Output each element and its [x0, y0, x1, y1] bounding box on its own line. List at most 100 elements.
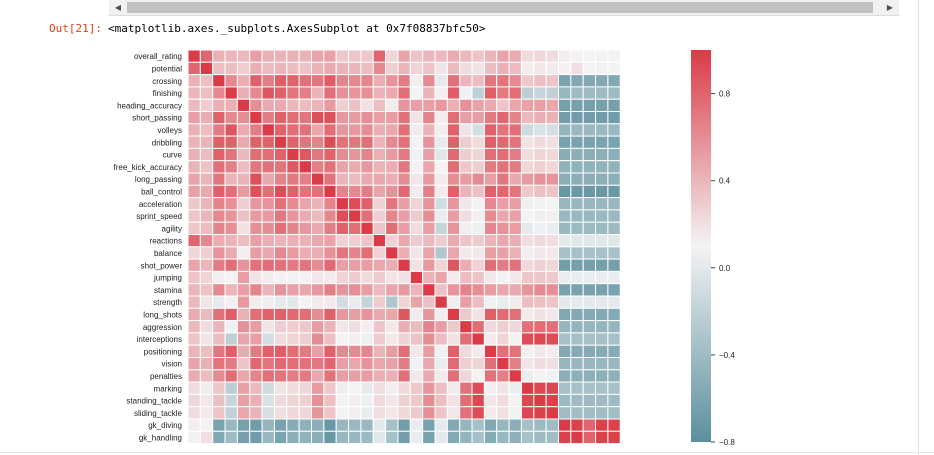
heatmap-cell — [236, 221, 251, 235]
heatmap-cell — [199, 369, 214, 383]
heatmap-cell — [483, 295, 498, 309]
heatmap-cell — [422, 147, 436, 162]
heatmap-cell — [582, 270, 597, 285]
right-arrow-icon[interactable]: ▶ — [886, 3, 894, 12]
heatmap-cell — [471, 123, 485, 137]
heatmap-cell — [323, 61, 337, 76]
heatmap-cell — [483, 246, 498, 260]
heatmap-cell — [286, 295, 300, 309]
heatmap-cell — [422, 98, 436, 112]
heatmap-cell — [607, 393, 621, 408]
heatmap-cell — [397, 381, 411, 395]
heatmap-cell — [607, 332, 621, 346]
heatmap-cell — [595, 320, 609, 334]
heatmap-cell — [545, 283, 560, 297]
heatmap-cell — [249, 209, 263, 223]
heatmap-cell — [496, 332, 510, 346]
scrollbar-thumb[interactable] — [127, 2, 873, 13]
heatmap-cell — [311, 307, 325, 322]
heatmap-cell — [224, 123, 238, 137]
heatmap-cell — [348, 418, 362, 432]
heatmap-cell — [520, 197, 535, 211]
heatmap-cell — [607, 61, 621, 76]
heatmap-cell — [385, 197, 399, 211]
heatmap-cell — [595, 258, 609, 272]
heatmap-cell — [471, 86, 485, 100]
heatmap-cell — [397, 283, 411, 297]
heatmap-cell — [372, 234, 387, 248]
heatmap-cell — [422, 283, 436, 297]
horizontal-scrollbar[interactable]: ◀ ▶ — [109, 0, 899, 16]
heatmap-cell — [607, 406, 621, 420]
heatmap-cell — [199, 49, 214, 63]
heatmap-cell — [385, 160, 399, 174]
heatmap-cell — [385, 357, 399, 371]
heatmap-cell — [446, 123, 461, 137]
heatmap-cell — [446, 270, 461, 285]
heatmap-cell — [385, 418, 399, 432]
heatmap-cell — [212, 258, 226, 272]
heatmap-cell — [273, 307, 288, 322]
heatmap-cell — [607, 172, 621, 186]
heatmap-cell — [372, 209, 387, 223]
heatmap-cell — [311, 98, 325, 112]
heatmap-cell — [422, 123, 436, 137]
heatmap-cell — [582, 123, 597, 137]
heatmap-cell — [446, 49, 461, 63]
heatmap-cell — [533, 209, 547, 223]
heatmap-cell — [582, 381, 597, 395]
heatmap-cell — [212, 246, 226, 260]
heatmap-cell — [595, 283, 609, 297]
heatmap-cell — [335, 86, 350, 100]
heatmap-cell — [323, 135, 337, 149]
heatmap-cell — [187, 86, 201, 100]
heatmap-cell — [434, 307, 448, 322]
heatmap-cell — [249, 332, 263, 346]
heatmap-cell — [508, 197, 522, 211]
heatmap-cell — [199, 357, 214, 371]
heatmap-cell — [558, 61, 572, 76]
heatmap-cell — [595, 74, 609, 88]
heatmap-cell — [409, 135, 424, 149]
left-arrow-icon[interactable]: ◀ — [114, 3, 122, 12]
heatmap-cell — [360, 147, 374, 162]
heatmap-cell — [422, 86, 436, 100]
heatmap-cell — [224, 406, 238, 420]
heatmap-cell — [249, 393, 263, 408]
heatmap-cell — [199, 393, 214, 408]
heatmap-cell — [520, 430, 535, 445]
heatmap-cell — [385, 86, 399, 100]
heatmap-cell — [545, 184, 560, 199]
heatmap-cell — [298, 270, 312, 285]
heatmap-cell — [212, 430, 226, 445]
heatmap-cell — [199, 221, 214, 235]
heatmap-cell — [434, 246, 448, 260]
heatmap-cell — [459, 234, 473, 248]
heatmap-cell — [335, 369, 350, 383]
heatmap-cell — [409, 123, 424, 137]
heatmap-cell — [570, 332, 584, 346]
heatmap-cell — [323, 430, 337, 445]
heatmap-cell — [508, 49, 522, 63]
heatmap-cell — [212, 123, 226, 137]
heatmap-cell — [496, 135, 510, 149]
heatmap-cell — [323, 49, 337, 63]
heatmap-cell — [570, 221, 584, 235]
heatmap-cell — [533, 258, 547, 272]
heatmap-cell — [434, 393, 448, 408]
heatmap-cell — [459, 172, 473, 186]
heatmap-cell — [595, 172, 609, 186]
heatmap-cell — [212, 295, 226, 309]
heatmap-cell — [533, 406, 547, 420]
heatmap-cell — [483, 381, 498, 395]
heatmap-cell — [372, 307, 387, 322]
heatmap-cell — [434, 61, 448, 76]
heatmap-cell — [335, 61, 350, 76]
heatmap-cell — [595, 406, 609, 420]
row-label: sprint_speed — [136, 212, 182, 221]
heatmap-cell — [212, 74, 226, 88]
heatmap-cell — [372, 430, 387, 445]
heatmap-cell — [286, 197, 300, 211]
heatmap-cell — [199, 430, 214, 445]
heatmap-cell — [335, 258, 350, 272]
